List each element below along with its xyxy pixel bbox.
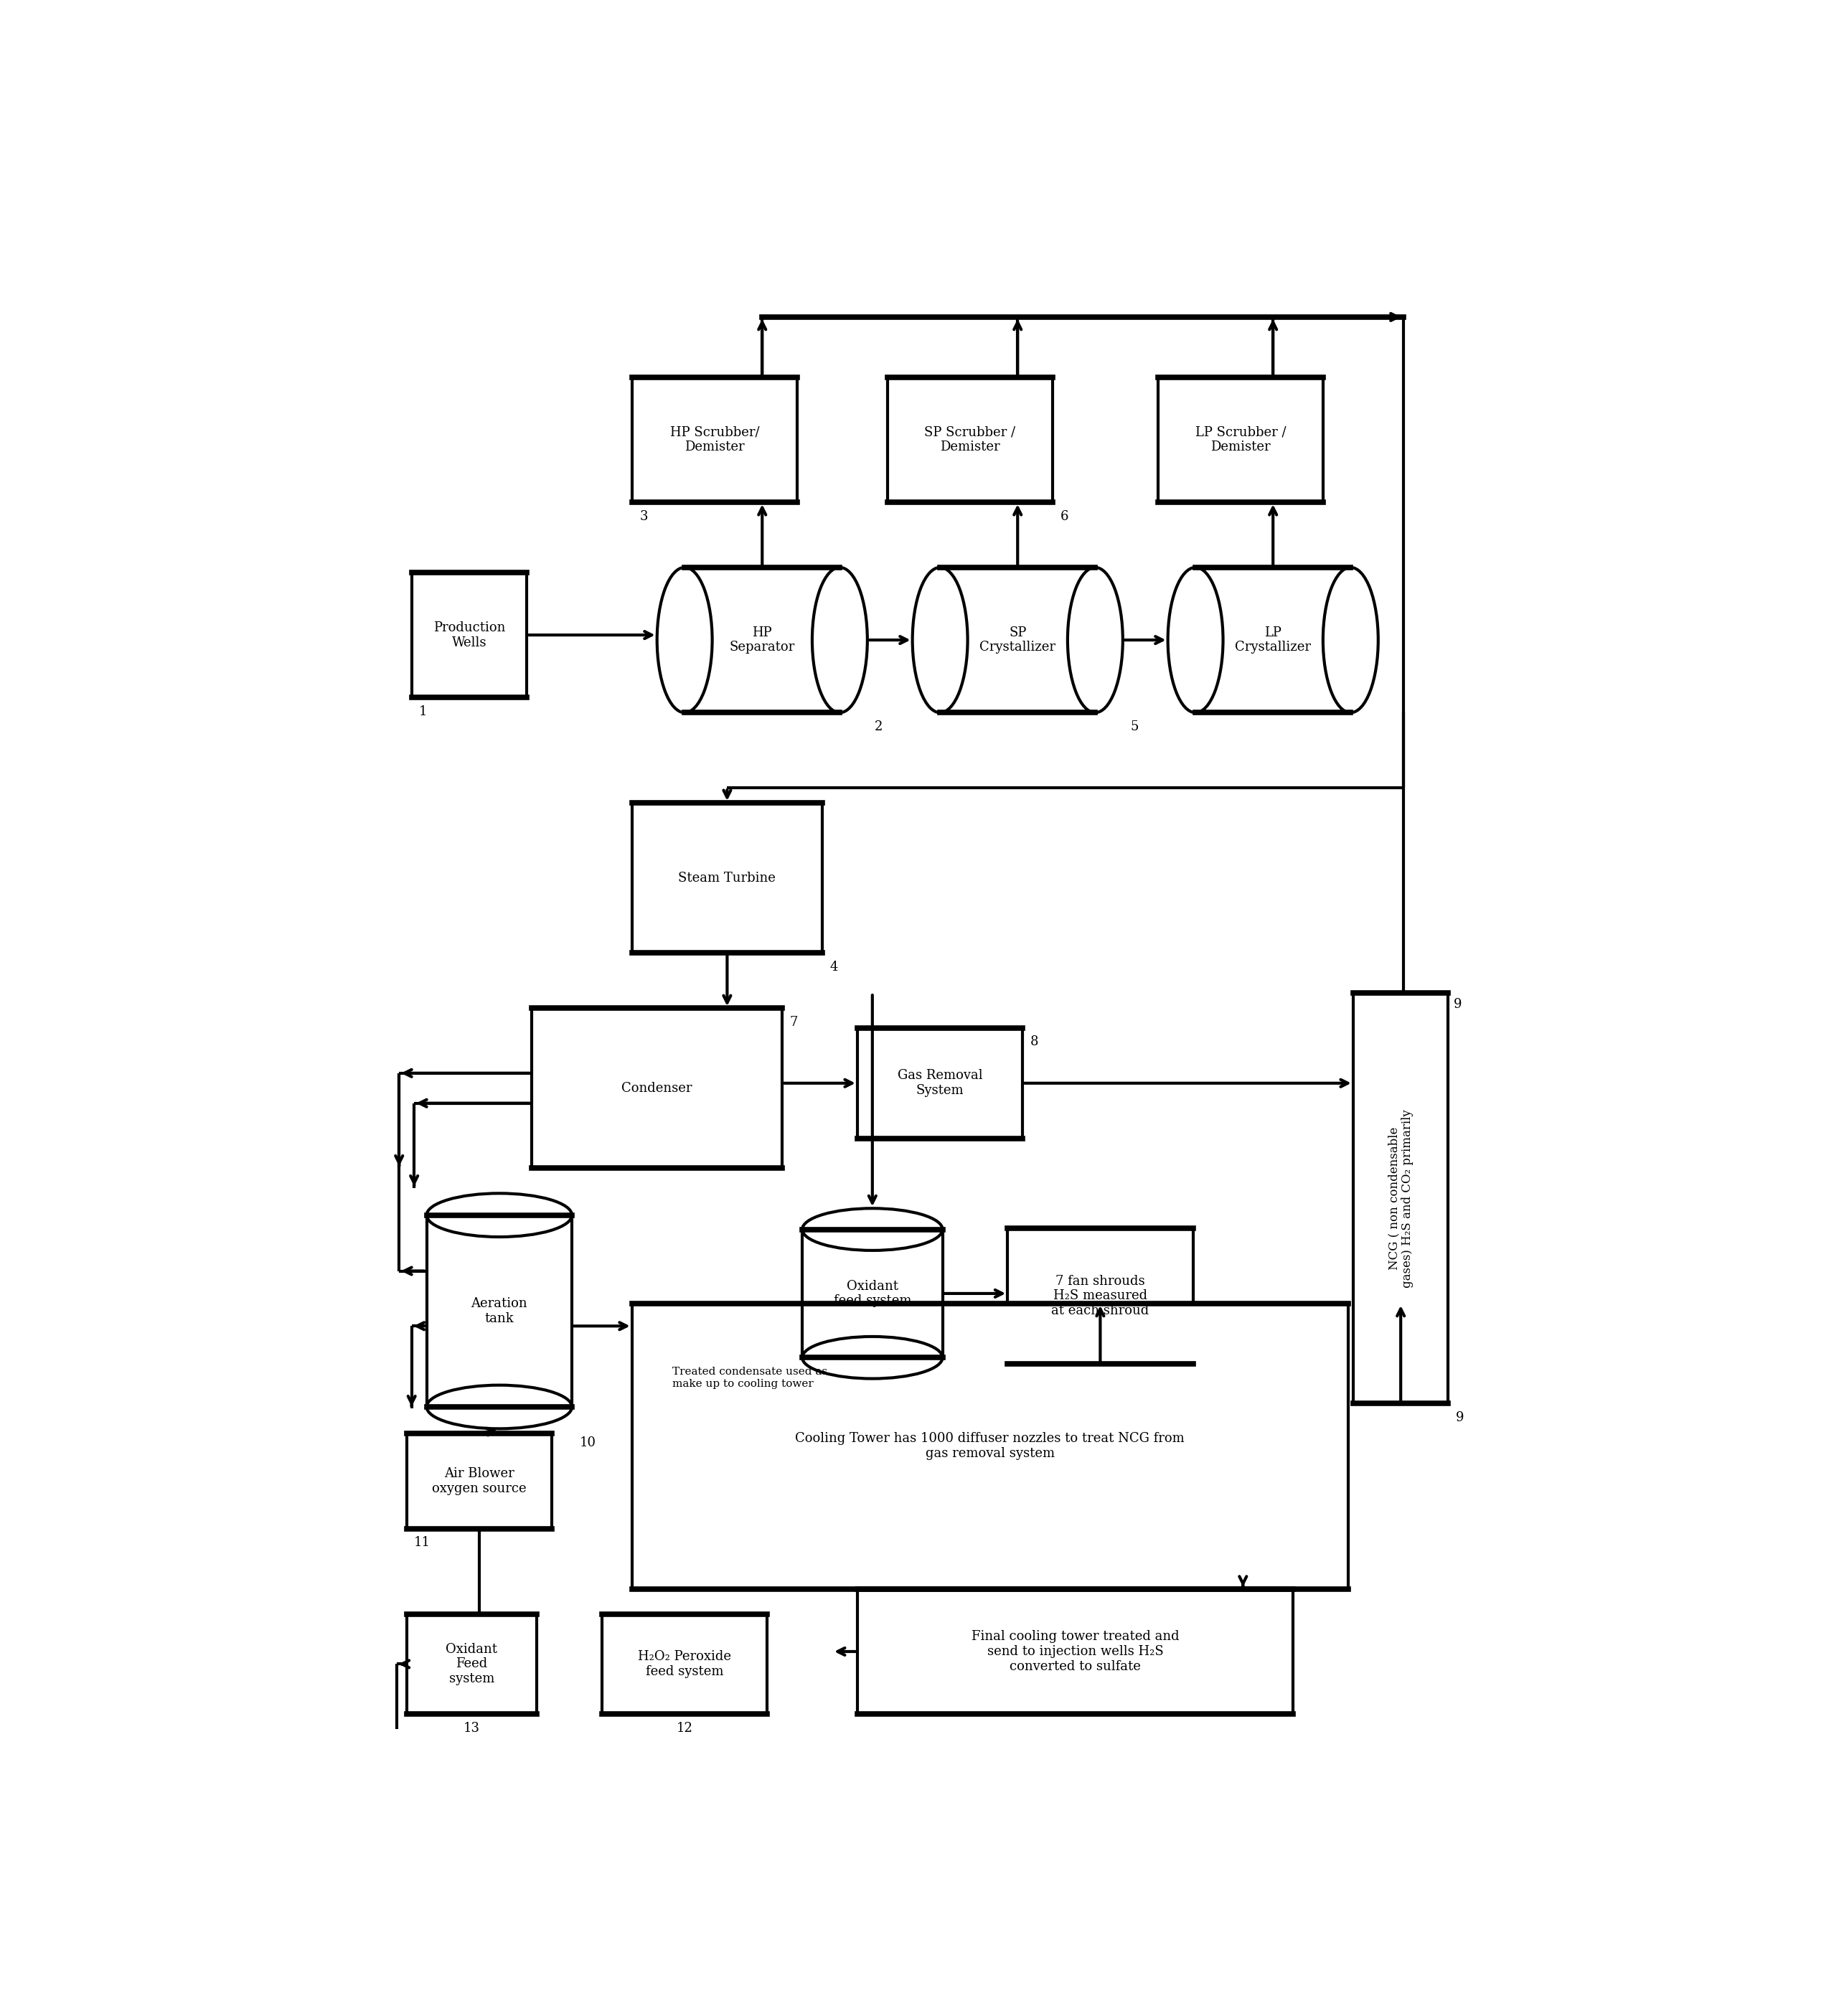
Ellipse shape — [657, 566, 712, 712]
Bar — [633, 377, 798, 502]
Text: 5: 5 — [1131, 720, 1138, 734]
Bar — [1008, 1228, 1194, 1363]
Text: 9: 9 — [1456, 1411, 1464, 1423]
Bar — [427, 1216, 572, 1407]
Bar — [633, 1304, 1348, 1589]
Bar — [412, 573, 526, 698]
Text: LP
Crystallizer: LP Crystallizer — [1236, 627, 1311, 653]
Bar — [601, 1615, 767, 1714]
Text: 7: 7 — [789, 1016, 798, 1028]
Ellipse shape — [912, 566, 967, 712]
Bar — [406, 1615, 537, 1714]
Text: Oxidant
Feed
system: Oxidant Feed system — [445, 1643, 498, 1685]
Ellipse shape — [1168, 566, 1223, 712]
Text: Gas Removal
System: Gas Removal System — [897, 1068, 982, 1097]
Text: 13: 13 — [463, 1722, 480, 1734]
Text: 6: 6 — [1059, 510, 1068, 522]
Text: Condenser: Condenser — [622, 1083, 691, 1095]
Text: HP Scrubber/
Demister: HP Scrubber/ Demister — [669, 425, 760, 454]
Text: Treated condensate used as
make up to cooling tower: Treated condensate used as make up to co… — [671, 1367, 828, 1389]
Text: 12: 12 — [677, 1722, 693, 1734]
Bar — [888, 377, 1052, 502]
Bar — [857, 1589, 1293, 1714]
Text: Production
Wells: Production Wells — [434, 621, 506, 649]
Text: 7 fan shrouds
H₂S measured
at each shroud: 7 fan shrouds H₂S measured at each shrou… — [1052, 1274, 1149, 1316]
Bar — [633, 802, 822, 954]
Text: Air Blower
oxygen source: Air Blower oxygen source — [432, 1468, 526, 1496]
Text: Steam Turbine: Steam Turbine — [679, 871, 776, 885]
Text: 11: 11 — [414, 1536, 430, 1548]
Bar — [531, 1008, 782, 1169]
Ellipse shape — [427, 1385, 572, 1429]
Bar — [857, 1028, 1022, 1139]
Text: Final cooling tower treated and
send to injection wells H₂S
converted to sulfate: Final cooling tower treated and send to … — [971, 1631, 1179, 1673]
Text: Oxidant
feed system: Oxidant feed system — [833, 1280, 912, 1308]
Text: Aeration
tank: Aeration tank — [471, 1296, 528, 1325]
Ellipse shape — [427, 1193, 572, 1238]
Bar — [406, 1433, 552, 1528]
Ellipse shape — [802, 1208, 943, 1250]
Bar — [940, 566, 1096, 712]
Ellipse shape — [813, 566, 868, 712]
Text: H₂O₂ Peroxide
feed system: H₂O₂ Peroxide feed system — [638, 1651, 732, 1677]
Bar — [802, 1230, 943, 1357]
Text: LP Scrubber /
Demister: LP Scrubber / Demister — [1195, 425, 1285, 454]
Text: 4: 4 — [829, 960, 839, 974]
Text: 1: 1 — [419, 706, 427, 718]
Text: 9: 9 — [1453, 998, 1462, 1010]
Ellipse shape — [1322, 566, 1377, 712]
Bar — [1159, 377, 1322, 502]
Text: Cooling Tower has 1000 diffuser nozzles to treat NCG from
gas removal system: Cooling Tower has 1000 diffuser nozzles … — [794, 1431, 1184, 1460]
Text: SP
Crystallizer: SP Crystallizer — [980, 627, 1056, 653]
Text: 8: 8 — [1030, 1036, 1039, 1048]
Ellipse shape — [802, 1337, 943, 1379]
Text: HP
Separator: HP Separator — [730, 627, 794, 653]
Text: SP Scrubber /
Demister: SP Scrubber / Demister — [925, 425, 1015, 454]
Bar — [1195, 566, 1350, 712]
Text: 2: 2 — [875, 720, 883, 734]
Text: NCG ( non condensable
gases) H₂S and CO₂ primarily: NCG ( non condensable gases) H₂S and CO₂… — [1388, 1109, 1414, 1288]
Ellipse shape — [1068, 566, 1124, 712]
Bar — [684, 566, 840, 712]
Text: 10: 10 — [579, 1435, 596, 1450]
Text: 3: 3 — [640, 510, 647, 522]
Bar — [1354, 994, 1449, 1403]
